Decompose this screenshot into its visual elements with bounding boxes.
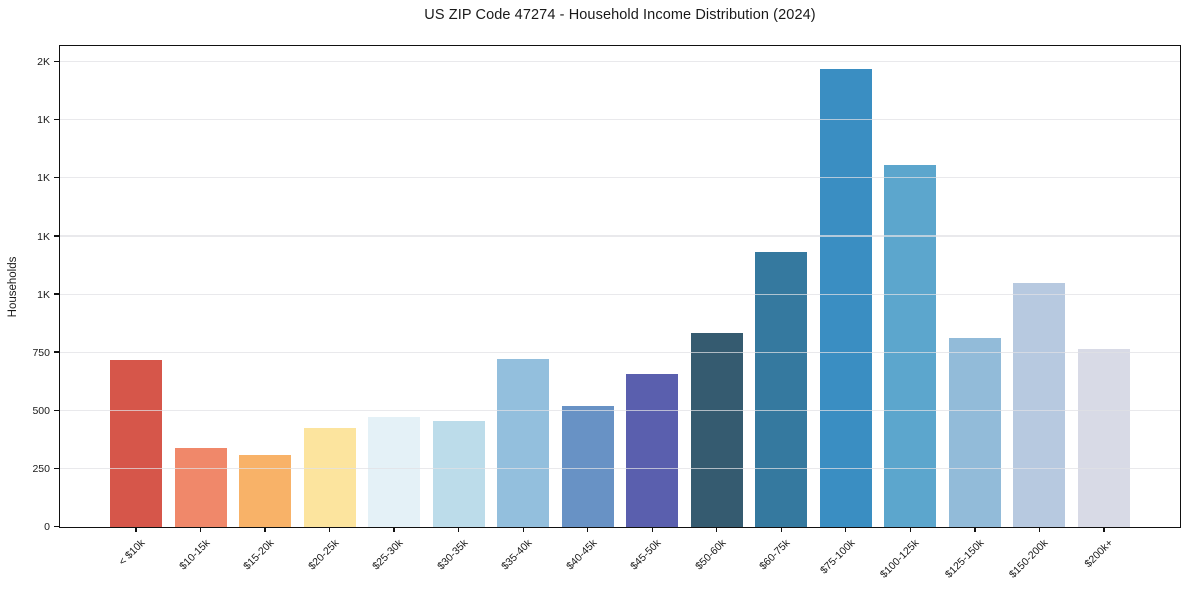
y-tick-mark [54, 409, 60, 411]
x-tick-mark [1038, 527, 1041, 532]
chart-title: US ZIP Code 47274 - Household Income Dis… [424, 7, 816, 23]
y-tick-label: 1K [37, 172, 50, 185]
x-tick-label: $150-200k [1007, 537, 1051, 581]
x-tick-label: $75-100k [817, 537, 858, 577]
y-tick-mark [54, 60, 60, 63]
x-tick-mark [974, 527, 976, 532]
x-tick-mark [522, 527, 524, 532]
x-tick-label: $30-35k [434, 537, 471, 573]
x-tick-mark [845, 527, 847, 532]
gridline [60, 351, 1180, 353]
bar-45-50k [626, 374, 679, 527]
y-tick-label: 250 [32, 462, 50, 475]
y-tick-mark [54, 525, 60, 527]
y-tick-mark [54, 351, 60, 353]
bar-75-100k [819, 69, 872, 527]
x-tick-label: $200k+ [1082, 537, 1116, 571]
plot-area: 0 250 500 750 1K 1K 1K 1K 2K < $10k $10-15k $15-20k… [32, 45, 1181, 581]
x-tick-label: $20-25k [305, 537, 342, 573]
gridline [60, 467, 1180, 469]
gridline [60, 61, 1180, 63]
gridline [60, 119, 1180, 121]
x-tick-label: $50-60k [692, 537, 729, 573]
x-tick-mark [393, 527, 395, 532]
y-axis-label: Households [7, 256, 19, 318]
x-tick-mark [909, 527, 911, 532]
x-tick-label: $100-125k [878, 537, 922, 581]
bar-10k [110, 359, 162, 527]
gridline [60, 235, 1180, 237]
y-tick-label: 2K [37, 56, 50, 69]
y-tick-mark [54, 467, 60, 469]
y-tick-mark [54, 235, 60, 237]
x-tick-label: $45-50k [628, 537, 664, 573]
x-tick-label: $25-30k [370, 537, 406, 573]
y-tick-label: 1K [37, 114, 50, 127]
x-tick-mark [264, 527, 266, 532]
bar-15-20k [239, 455, 292, 527]
gridline [60, 409, 1180, 411]
x-tick-mark [651, 527, 653, 532]
y-tick-label: 1K [37, 230, 50, 243]
bar-100-125k [884, 164, 937, 527]
x-tick-mark [780, 527, 782, 532]
x-tick-label: $125-150k [942, 537, 987, 581]
x-tick-label: < $10k [116, 537, 148, 568]
bar-10-15k [174, 448, 227, 527]
x-tick-label: $35-40k [499, 537, 535, 573]
x-tick-label: $15-20k [241, 537, 277, 573]
bar-30-35k [432, 421, 485, 527]
bar-20-25k [303, 427, 356, 527]
x-tick-mark [135, 527, 137, 532]
x-tick-mark [328, 527, 331, 532]
x-tick-mark [1103, 527, 1105, 532]
x-tick-label: $10-15k [176, 537, 213, 573]
bar-35-40k [497, 359, 550, 527]
x-tick-label: $60-75k [757, 537, 793, 573]
bar-125-150k [948, 337, 1001, 527]
y-tick-mark [54, 119, 60, 121]
y-tick-label: 1K [37, 288, 50, 301]
y-tick-label: 0 [44, 521, 50, 533]
y-tick-label: 500 [32, 404, 50, 417]
x-tick-mark [587, 527, 589, 532]
x-tick-mark [458, 527, 460, 532]
y-tick-label: 750 [32, 346, 50, 359]
x-tick-mark [199, 527, 202, 532]
bar-200k [1077, 348, 1130, 527]
bar-50-60k [690, 333, 743, 527]
y-tick-mark [54, 293, 60, 295]
y-tick-mark [54, 177, 60, 179]
x-tick-label: $40-45k [563, 537, 600, 573]
gridline [60, 293, 1180, 295]
bar-40-45k [561, 405, 614, 527]
gridline [60, 177, 1180, 179]
bar-60-75k [755, 252, 808, 527]
x-tick-mark [716, 527, 718, 532]
bar-150-200k [1013, 282, 1066, 527]
bar-25-30k [368, 417, 421, 527]
